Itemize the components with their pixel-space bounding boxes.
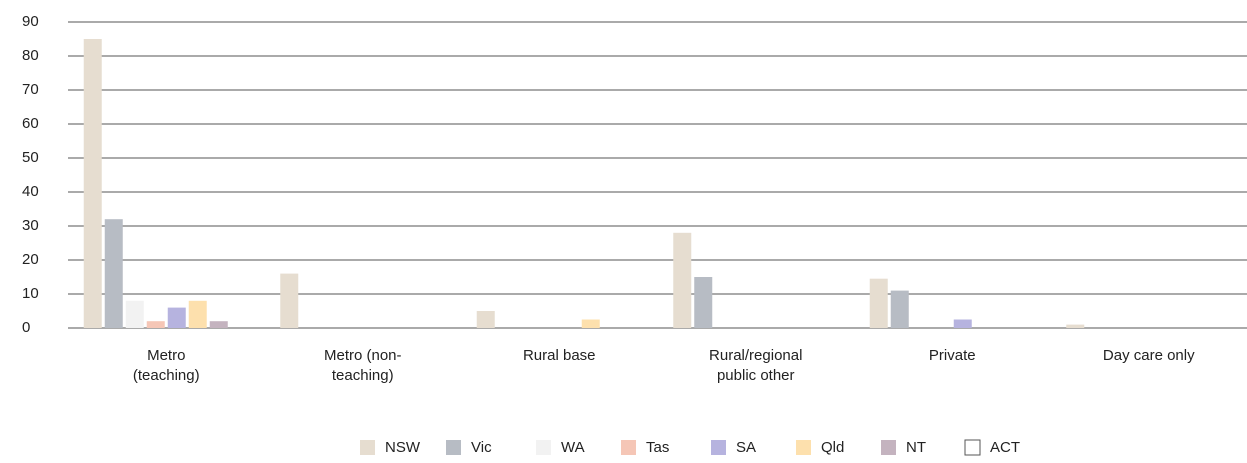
bar xyxy=(673,232,692,328)
legend-swatch xyxy=(621,440,636,455)
y-tick-label: 30 xyxy=(22,217,39,234)
x-tick-label: Private xyxy=(928,347,976,364)
y-tick-label: 80 xyxy=(22,47,39,64)
x-tick-label: Rural/regional public other xyxy=(709,347,803,384)
legend-swatch xyxy=(446,440,461,455)
bar xyxy=(280,273,299,328)
y-tick-label: 0 xyxy=(22,319,30,336)
y-tick-label: 50 xyxy=(22,149,39,166)
legend-label: NSW xyxy=(385,439,421,456)
x-tick-label: Metro (teaching) xyxy=(132,347,200,384)
bar xyxy=(1066,324,1085,328)
legend-swatch xyxy=(360,440,375,455)
bar xyxy=(869,278,888,328)
legend-swatch xyxy=(964,439,981,456)
y-tick-label: 40 xyxy=(22,183,39,200)
legend-label: NT xyxy=(906,439,926,456)
bar xyxy=(581,319,600,328)
y-tick-label: 20 xyxy=(22,251,39,268)
legend-label: Tas xyxy=(646,439,669,456)
legend-swatch xyxy=(536,440,551,455)
y-tick-label: 90 xyxy=(22,13,39,30)
bar xyxy=(188,300,207,328)
bar xyxy=(953,319,972,328)
legend-label: SA xyxy=(736,439,756,456)
legend-swatch xyxy=(796,440,811,455)
x-tick-label: Day care only xyxy=(1102,347,1195,364)
legend-label: ACT xyxy=(990,439,1020,456)
bar xyxy=(146,321,165,328)
bar xyxy=(890,290,909,328)
x-tick-label: Rural base xyxy=(522,347,596,364)
x-tick-label: Metro (non-teaching) xyxy=(323,347,402,384)
bar xyxy=(694,277,713,328)
bar xyxy=(476,311,495,328)
legend-label: Qld xyxy=(821,439,844,456)
y-tick-label: 10 xyxy=(22,285,39,302)
bar xyxy=(104,219,123,328)
legend-label: WA xyxy=(561,439,585,456)
legend-swatch xyxy=(881,440,896,455)
bar xyxy=(209,321,228,328)
bar xyxy=(125,300,144,328)
legend-label: Vic xyxy=(471,439,492,456)
y-tick-label: 70 xyxy=(22,81,39,98)
y-tick-label: 60 xyxy=(22,115,39,132)
bar xyxy=(83,39,102,328)
legend-swatch xyxy=(711,440,726,455)
bar xyxy=(167,307,186,328)
